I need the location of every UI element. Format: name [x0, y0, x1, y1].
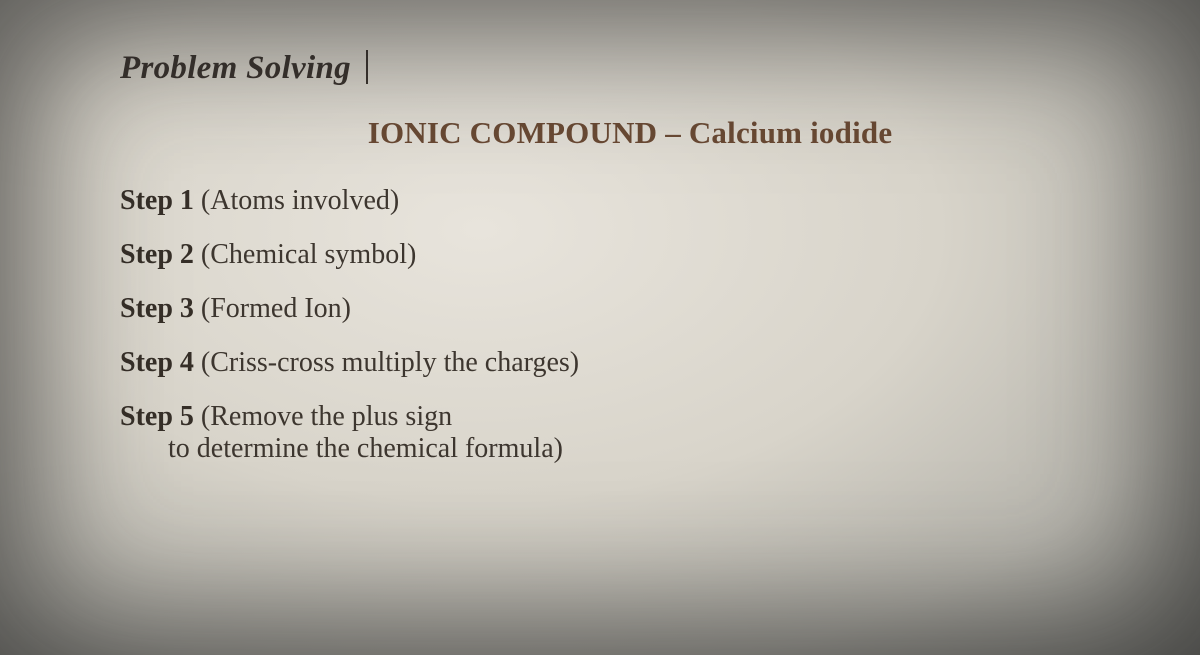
- step-5-desc-line1: (Remove the plus sign: [194, 401, 452, 432]
- step-2-label: Step 2: [120, 239, 194, 270]
- slide-content: Problem Solving IONIC COMPOUND – Calcium…: [120, 50, 1140, 463]
- step-2: Step 2 (Chemical symbol): [120, 241, 1140, 269]
- step-2-desc: (Chemical symbol): [194, 239, 416, 270]
- step-3-label: Step 3: [120, 293, 194, 324]
- step-5-desc-line2: to determine the chemical formula): [168, 435, 1140, 463]
- step-4: Step 4 (Criss-cross multiply the charges…: [120, 349, 1140, 377]
- step-5: Step 5 (Remove the plus sign to determin…: [120, 403, 1140, 463]
- step-1: Step 1 (Atoms involved): [120, 187, 1140, 215]
- step-4-label: Step 4: [120, 347, 194, 378]
- step-4-desc: (Criss-cross multiply the charges): [194, 347, 579, 378]
- step-3: Step 3 (Formed Ion): [120, 295, 1140, 323]
- text-cursor: [366, 50, 368, 84]
- heading-row: Problem Solving: [120, 50, 1140, 87]
- step-3-desc: (Formed Ion): [194, 293, 351, 324]
- steps-list: Step 1 (Atoms involved) Step 2 (Chemical…: [120, 187, 1140, 463]
- step-5-label: Step 5: [120, 401, 194, 432]
- step-1-desc: (Atoms involved): [194, 185, 399, 216]
- compound-title: IONIC COMPOUND – Calcium iodide: [120, 115, 1140, 151]
- step-1-label: Step 1: [120, 185, 194, 216]
- heading-text: Problem Solving: [120, 50, 351, 86]
